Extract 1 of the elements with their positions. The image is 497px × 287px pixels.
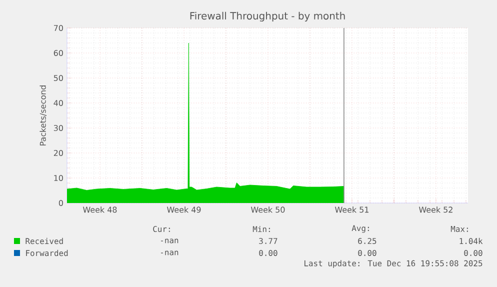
chart-title: Firewall Throughput - by month: [190, 12, 345, 22]
